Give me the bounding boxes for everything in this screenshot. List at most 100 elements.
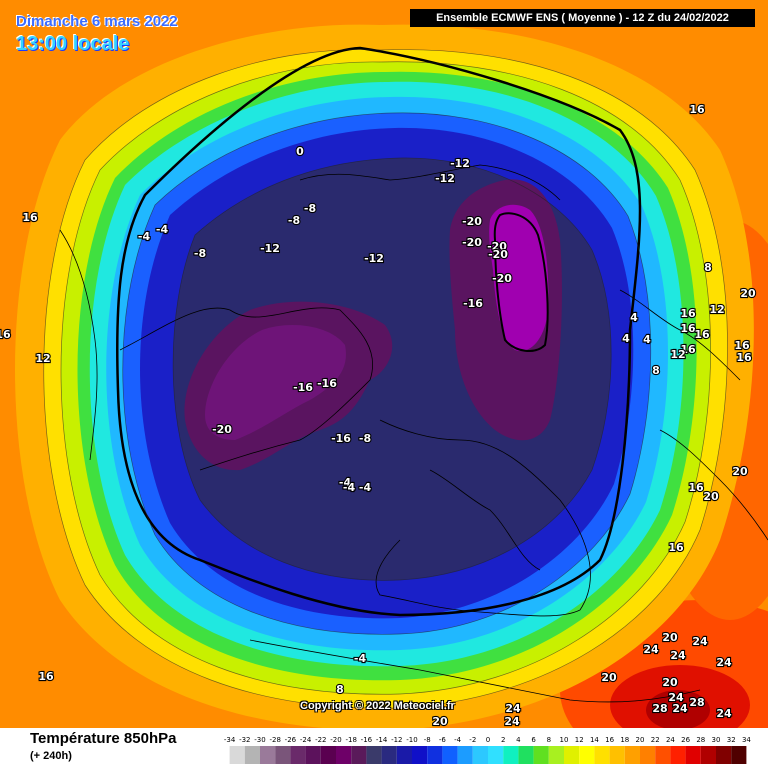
contour-label: -4 — [359, 481, 372, 494]
contour-label: -20 — [488, 248, 508, 261]
legend-swatch — [396, 746, 412, 764]
contour-label: -20 — [462, 215, 482, 228]
cold-core-east-inner — [489, 204, 549, 351]
legend-tick-label: 0 — [486, 736, 490, 744]
legend-tick-label: 32 — [727, 736, 736, 744]
contour-label: 12 — [709, 303, 724, 316]
contour-label: 16 — [22, 211, 38, 224]
contour-label: 24 — [504, 715, 520, 728]
contour-label: 8 — [652, 364, 660, 377]
legend-swatch — [366, 746, 382, 764]
contour-label: 20 — [662, 676, 678, 689]
legend-swatch — [488, 746, 504, 764]
legend-tick-label: 26 — [681, 736, 690, 744]
contour-label: 12 — [35, 352, 50, 365]
contour-label: -20 — [492, 272, 512, 285]
legend-tick-label: -12 — [391, 736, 402, 744]
contour-label: 20 — [740, 287, 756, 300]
contour-label: 8 — [336, 683, 344, 696]
contour-label: 24 — [668, 691, 684, 704]
valid-date: Dimanche 6 mars 2022 — [16, 13, 178, 30]
contour-label: -20 — [487, 240, 507, 253]
legend-swatch — [244, 746, 260, 764]
cold-core-west-inner — [205, 325, 346, 440]
contour-label: 24 — [716, 656, 732, 669]
legend-tick-label: -24 — [300, 736, 312, 744]
legend-tick-label: 20 — [636, 736, 645, 744]
legend-tick-label: -32 — [239, 736, 250, 744]
thin-isotherms — [43, 49, 728, 709]
legend-swatch — [290, 746, 306, 764]
legend-swatch — [351, 746, 367, 764]
contour-label: -12 — [260, 242, 280, 255]
model-run-banner: Ensemble ECMWF ENS ( Moyenne ) - 12 Z du… — [410, 9, 755, 27]
contour-label: -8 — [194, 247, 206, 260]
legend-tick-label: -6 — [439, 736, 447, 744]
legend-swatch — [594, 746, 610, 764]
contour-label: 16 — [0, 328, 11, 341]
legend-tick-label: 16 — [605, 736, 614, 744]
contour-label: 20 — [601, 671, 617, 684]
contour-label: -8 — [304, 202, 316, 215]
legend-swatch — [564, 746, 580, 764]
contour-label: 4 — [622, 332, 630, 345]
legend-tick-label: 24 — [666, 736, 675, 744]
legend-tick-label: 4 — [516, 736, 521, 744]
isotherm-0 — [116, 46, 642, 617]
contour-label: 28 — [689, 696, 704, 709]
lead-time: (+ 240h) — [30, 750, 72, 762]
contour-label: -12 — [450, 157, 470, 170]
legend-tick-label: -26 — [285, 736, 297, 744]
legend-swatch — [579, 746, 595, 764]
contour-label: -4 — [339, 476, 352, 489]
legend-tick-label: 2 — [501, 736, 505, 744]
legend-tick-label: 6 — [531, 736, 536, 744]
contour-label: 20 — [703, 490, 719, 503]
legend-swatch — [412, 746, 428, 764]
contour-label: 16 — [688, 481, 704, 494]
isotherm-minus20 — [493, 212, 549, 352]
legend-swatch — [624, 746, 640, 764]
contour-label: 16 — [680, 343, 696, 356]
legend-swatch — [305, 746, 321, 764]
contour-label: 4 — [630, 311, 638, 324]
legend-swatch — [229, 746, 245, 764]
contour-label: -16 — [317, 377, 337, 390]
contour-label: -16 — [293, 381, 313, 394]
contour-label: -4 — [156, 223, 169, 236]
legend-swatch — [260, 746, 276, 764]
legend-swatch — [609, 746, 625, 764]
legend-swatch — [427, 746, 443, 764]
valid-time: 13:00 locale — [16, 33, 130, 55]
legend-swatch — [716, 746, 732, 764]
contour-label: 16 — [38, 670, 54, 683]
contour-label: 16 — [736, 351, 752, 364]
legend-tick-label: -34 — [224, 736, 236, 744]
legend-tick-label: 14 — [590, 736, 599, 744]
contour-label: 4 — [643, 333, 651, 346]
contour-label: 0 — [296, 145, 304, 158]
contour-label: 16 — [668, 541, 684, 554]
legend-swatch — [700, 746, 716, 764]
legend-swatch — [548, 746, 564, 764]
legend-swatch — [503, 746, 519, 764]
legend-tick-label: -4 — [454, 736, 462, 744]
contour-label: 16 — [694, 328, 710, 341]
color-scale-legend: -34 -32 -30 -28 -26 -24 -22 -20 -18 -16 -14 -12 -10-… — [224, 736, 751, 764]
legend-swatch — [655, 746, 671, 764]
contour-label: 24 — [692, 635, 708, 648]
contour-label: 24 — [643, 643, 659, 656]
copyright: Copyright © 2022 Meteociel.fr — [300, 700, 455, 712]
temperature-map[interactable]: 0-12-12-8-8 -20-20 -20-20-20-4-4-12-8 -12-1… — [0, 0, 768, 728]
legend-tick-label: -18 — [345, 736, 356, 744]
legend-tick-label: 8 — [547, 736, 551, 744]
legend-swatch — [533, 746, 549, 764]
legend-swatch — [731, 746, 747, 764]
contour-label: 12 — [670, 348, 685, 361]
legend-tick-label: -10 — [406, 736, 417, 744]
contour-label: -4 — [343, 481, 356, 494]
legend-swatch — [640, 746, 656, 764]
legend-tick-label: -30 — [254, 736, 265, 744]
legend-tick-label: 30 — [712, 736, 721, 744]
